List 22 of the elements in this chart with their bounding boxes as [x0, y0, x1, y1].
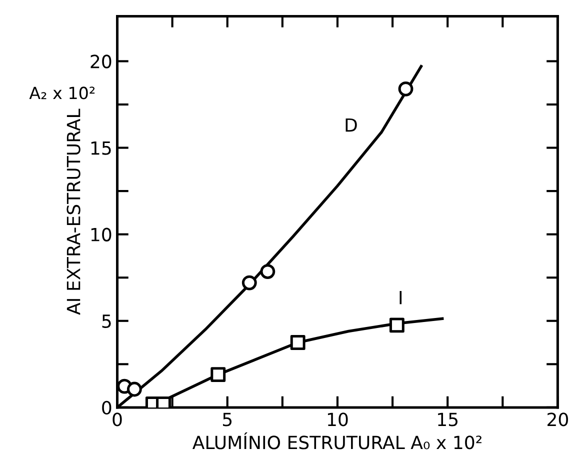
x-tick-label: 15	[438, 412, 458, 426]
text: A₂ x 10²	[29, 86, 95, 100]
y-tick-label: 0	[102, 400, 112, 415]
point	[260, 264, 276, 280]
point	[210, 367, 226, 382]
series-label: D	[346, 118, 357, 132]
point	[290, 335, 306, 350]
series-label: I	[400, 291, 402, 304]
y-tick-label: 5	[102, 314, 111, 328]
y-axis-title: AI EXTRA-ESTRUTURAL	[66, 108, 80, 315]
x-tick-label: 20	[548, 412, 568, 426]
x-tick-label: 10	[328, 412, 348, 426]
point	[242, 275, 257, 290]
y-tick-label: 20	[90, 54, 112, 68]
point	[126, 382, 142, 397]
x-tick-label: 5	[223, 412, 232, 426]
point	[398, 81, 414, 96]
point	[389, 318, 404, 333]
x-tick-label: 0	[112, 412, 122, 426]
y-tick-label: 15	[91, 141, 111, 155]
y-tick-label: 10	[91, 228, 112, 242]
x-axis-title: ALUMÍNIO ESTRUTURAL A₀ x 10²	[192, 432, 482, 450]
